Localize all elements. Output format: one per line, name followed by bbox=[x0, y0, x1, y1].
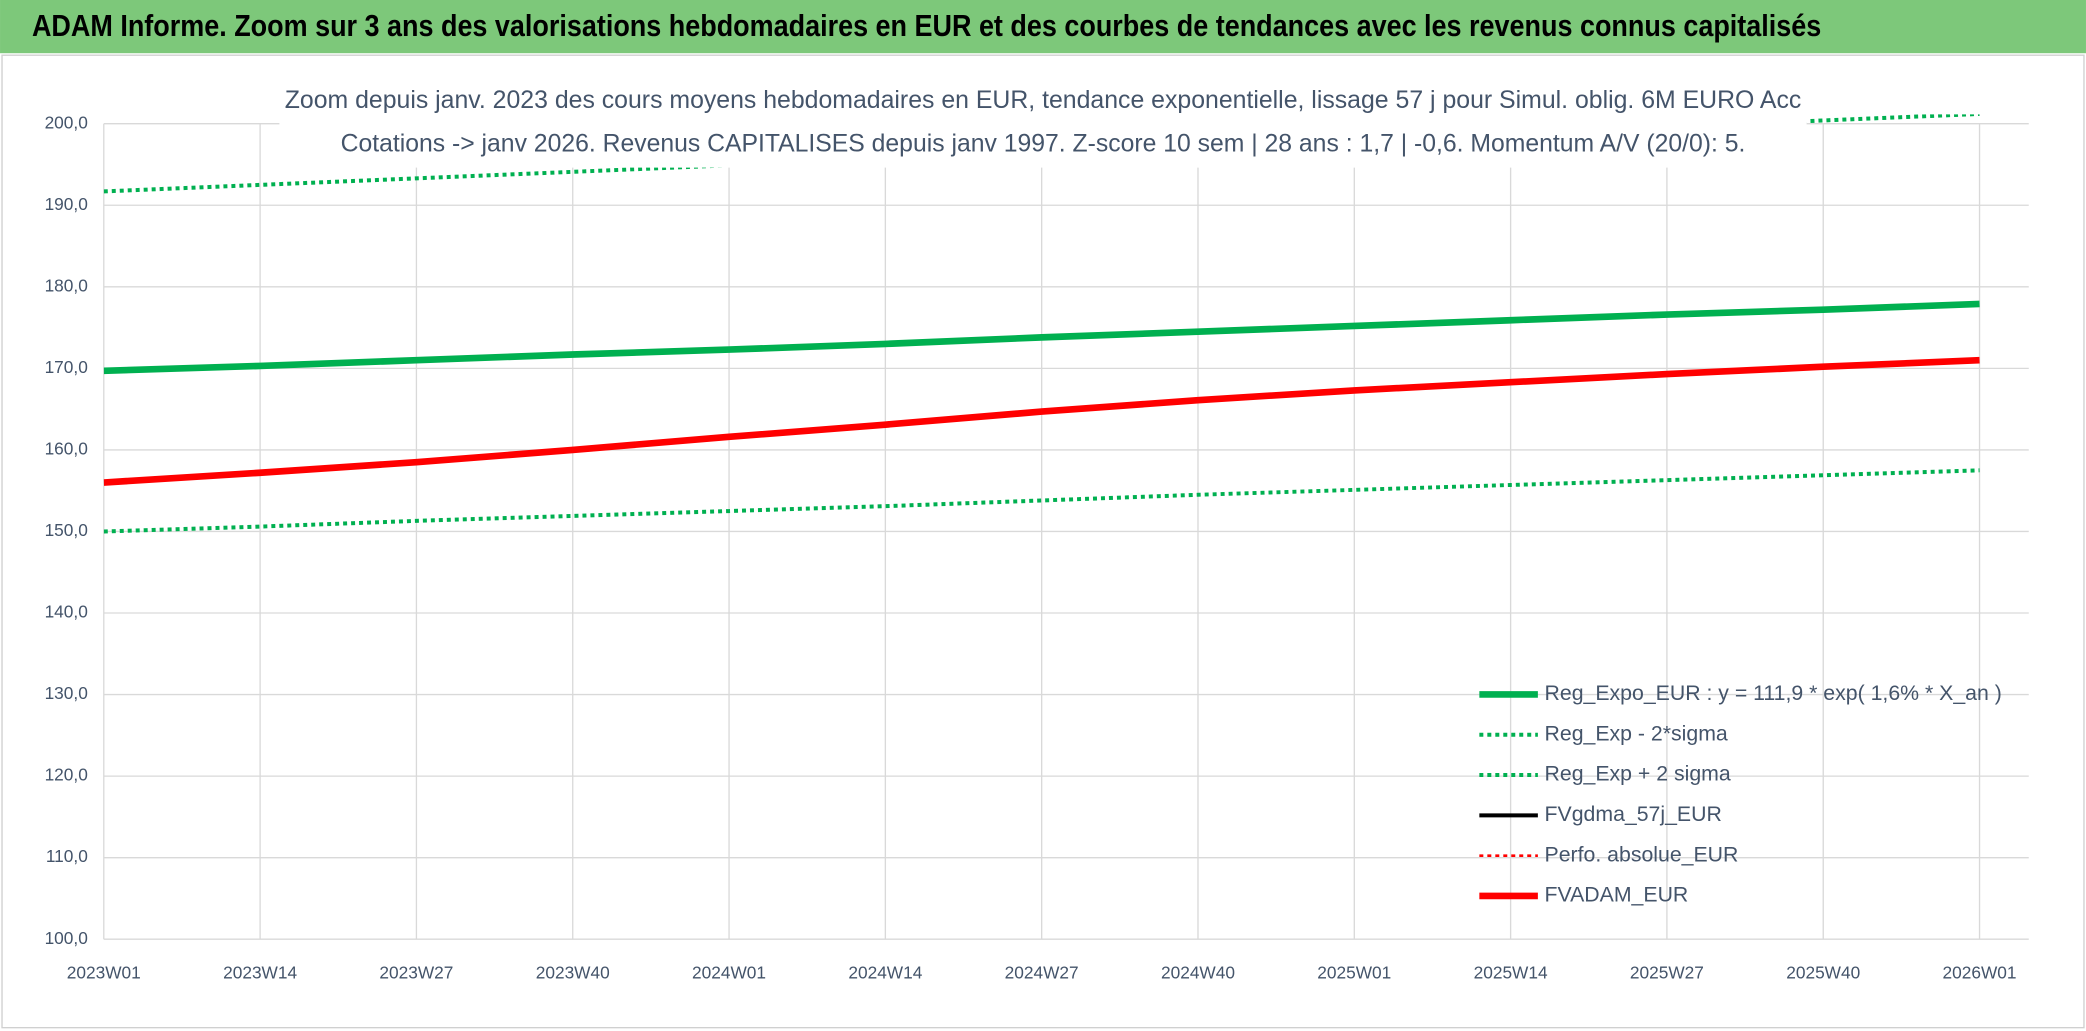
chart-subtitle: Cotations -> janv 2026. Revenus CAPITALI… bbox=[341, 130, 1746, 158]
legend-label: Reg_Expo_EUR : y = 111,9 * exp( 1,6% * X… bbox=[1545, 681, 2002, 705]
legend-label: Perfo. absolue_EUR bbox=[1545, 842, 1739, 866]
y-tick-label: 140,0 bbox=[45, 602, 88, 622]
y-tick-label: 120,0 bbox=[45, 765, 88, 785]
y-tick-label: 110,0 bbox=[46, 846, 88, 866]
y-tick-label: 130,0 bbox=[45, 683, 88, 703]
x-tick-label: 2023W40 bbox=[536, 962, 610, 982]
series-line bbox=[103, 300, 1980, 375]
x-tick-label: 2025W40 bbox=[1786, 962, 1860, 982]
y-tick-label: 100,0 bbox=[45, 928, 88, 948]
x-tick-label: 2024W14 bbox=[848, 962, 922, 982]
chart-border bbox=[1, 54, 2085, 1029]
x-tick-label: 2023W01 bbox=[67, 962, 141, 982]
header-title: ADAM Informe. Zoom sur 3 ans des valoris… bbox=[32, 9, 1821, 43]
legend-label: FVADAM_EUR bbox=[1545, 883, 1689, 907]
x-tick-label: 2026W01 bbox=[1943, 962, 2017, 982]
header-bar bbox=[0, 0, 2086, 54]
series-line bbox=[103, 356, 1980, 486]
title-box bbox=[279, 79, 1807, 168]
legend-label: Reg_Exp + 2 sigma bbox=[1545, 762, 1731, 786]
y-tick-label: 160,0 bbox=[45, 438, 88, 458]
y-tick-label: 170,0 bbox=[45, 357, 88, 377]
y-tick-label: 150,0 bbox=[45, 520, 88, 540]
x-tick-label: 2025W14 bbox=[1474, 962, 1548, 982]
legend-label: Reg_Exp - 2*sigma bbox=[1545, 721, 1728, 745]
x-tick-label: 2023W27 bbox=[379, 962, 453, 982]
x-tick-label: 2025W01 bbox=[1317, 962, 1391, 982]
x-tick-label: 2024W40 bbox=[1161, 962, 1235, 982]
y-tick-label: 190,0 bbox=[45, 194, 88, 214]
series-line bbox=[103, 468, 1980, 534]
x-tick-label: 2025W27 bbox=[1630, 962, 1704, 982]
chart-title: Zoom depuis janv. 2023 des cours moyens … bbox=[285, 86, 1802, 114]
legend-label: FVgdma_57j_EUR bbox=[1545, 802, 1722, 826]
x-tick-label: 2024W01 bbox=[692, 962, 766, 982]
y-tick-label: 200,0 bbox=[45, 112, 88, 132]
x-tick-label: 2024W27 bbox=[1005, 962, 1079, 982]
series-line bbox=[103, 114, 1980, 194]
y-tick-label: 180,0 bbox=[45, 275, 88, 295]
x-tick-label: 2023W14 bbox=[223, 962, 297, 982]
